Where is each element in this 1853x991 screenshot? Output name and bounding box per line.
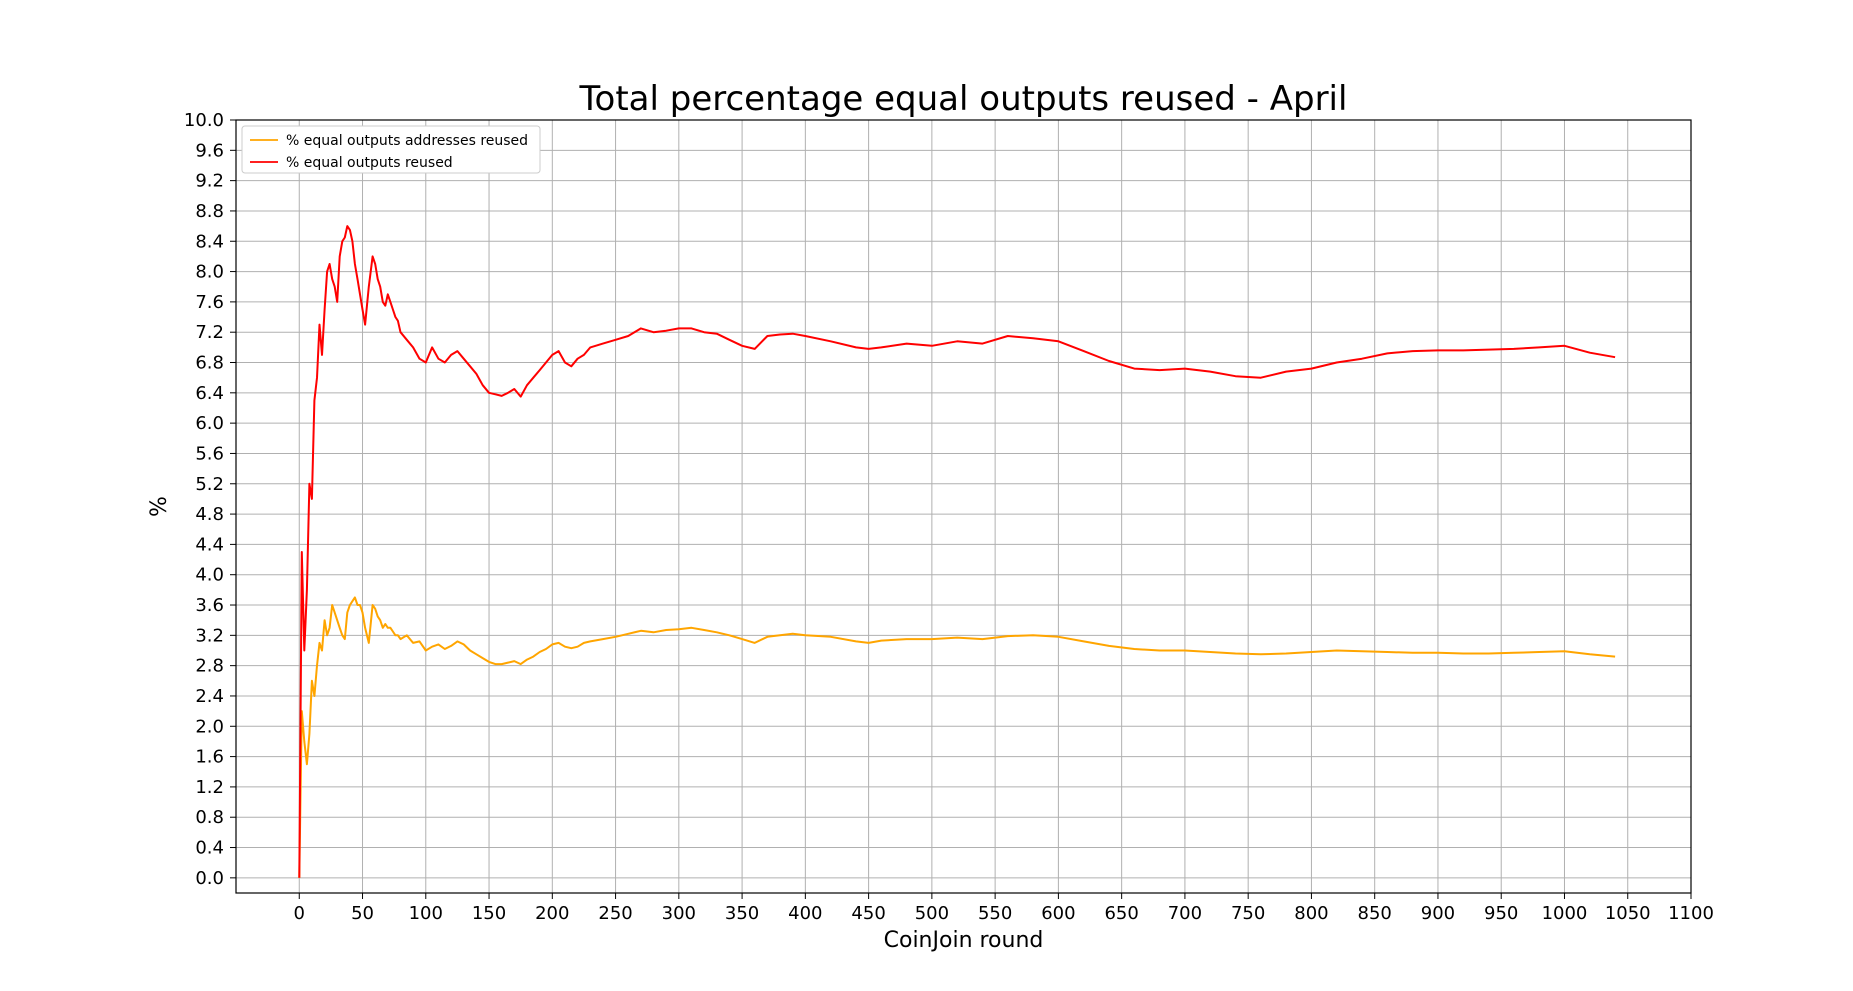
- y-tick-label: 6.4: [195, 383, 224, 404]
- x-tick-label: 600: [1041, 903, 1075, 924]
- x-tick-label: 1100: [1668, 903, 1714, 924]
- y-tick-label: 0.8: [195, 807, 224, 828]
- y-tick-label: 9.2: [195, 171, 224, 192]
- y-tick-label: 9.6: [195, 140, 224, 161]
- y-tick-label: 6.0: [195, 413, 224, 434]
- x-tick-label: 850: [1358, 903, 1392, 924]
- x-tick-label: 0: [294, 903, 305, 924]
- y-tick-label: 3.2: [195, 625, 224, 646]
- y-tick-label: 7.2: [195, 322, 224, 343]
- y-tick-label: 1.2: [195, 777, 224, 798]
- y-tick-label: 8.0: [195, 262, 224, 283]
- x-tick-label: 950: [1484, 903, 1518, 924]
- x-tick-label: 750: [1231, 903, 1265, 924]
- legend-label-outputs-reused: % equal outputs reused: [286, 155, 453, 171]
- x-tick-label: 100: [409, 903, 443, 924]
- x-axis: 0 50 100 150 200 250 300 350 400 450 500 550 600 650 7…: [294, 893, 1714, 924]
- grid: [236, 119, 1692, 893]
- y-tick-label: 5.6: [195, 443, 224, 464]
- x-tick-label: 800: [1294, 903, 1328, 924]
- x-tick-label: 700: [1168, 903, 1202, 924]
- legend: % equal outputs addresses reused % equal…: [241, 125, 541, 174]
- x-axis-label: CoinJoin round: [884, 928, 1044, 953]
- y-axis-label: %: [147, 496, 172, 517]
- x-tick-label: 1050: [1605, 903, 1651, 924]
- legend-label-addresses-reused: % equal outputs addresses reused: [286, 133, 528, 149]
- x-tick-label: 350: [725, 903, 759, 924]
- y-tick-label: 1.6: [195, 747, 224, 768]
- x-tick-label: 150: [472, 903, 506, 924]
- y-tick-label: 10.0: [184, 110, 224, 131]
- x-tick-label: 450: [851, 903, 885, 924]
- y-tick-label: 3.6: [195, 595, 224, 616]
- series-layer: [298, 225, 1616, 878]
- chart-title: Total percentage equal outputs reused - …: [579, 79, 1348, 119]
- x-tick-label: 250: [598, 903, 632, 924]
- y-tick-label: 8.8: [195, 201, 224, 222]
- y-tick-label: 8.4: [195, 231, 224, 252]
- y-tick-label: 6.8: [195, 353, 224, 374]
- x-tick-label: 400: [788, 903, 822, 924]
- x-tick-label: 200: [535, 903, 569, 924]
- y-tick-label: 7.6: [195, 292, 224, 313]
- x-tick-label: 50: [351, 903, 374, 924]
- y-tick-label: 0.0: [195, 868, 224, 889]
- y-axis: 0.0 0.4 0.8 1.2 1.6 2.0 2.4 2.8 3.2 3.6 4.0 4.4 4.8 5…: [184, 110, 236, 889]
- y-tick-label: 2.8: [195, 656, 224, 677]
- y-tick-label: 2.4: [195, 686, 224, 707]
- series-line-outputs-reused: [298, 225, 1616, 878]
- x-tick-label: 500: [915, 903, 949, 924]
- y-tick-label: 4.4: [195, 534, 224, 555]
- y-tick-label: 5.2: [195, 474, 224, 495]
- x-tick-label: 650: [1104, 903, 1138, 924]
- x-tick-label: 300: [662, 903, 696, 924]
- plot-frame: [235, 119, 1692, 894]
- y-tick-label: 4.8: [195, 504, 224, 525]
- y-tick-label: 2.0: [195, 716, 224, 737]
- x-tick-label: 1000: [1542, 903, 1588, 924]
- y-tick-label: 4.0: [195, 565, 224, 586]
- x-tick-label: 900: [1421, 903, 1455, 924]
- y-tick-label: 0.4: [195, 838, 224, 859]
- series-line-addresses-reused: [298, 596, 1616, 878]
- legend-box: [241, 125, 541, 174]
- x-tick-label: 550: [978, 903, 1012, 924]
